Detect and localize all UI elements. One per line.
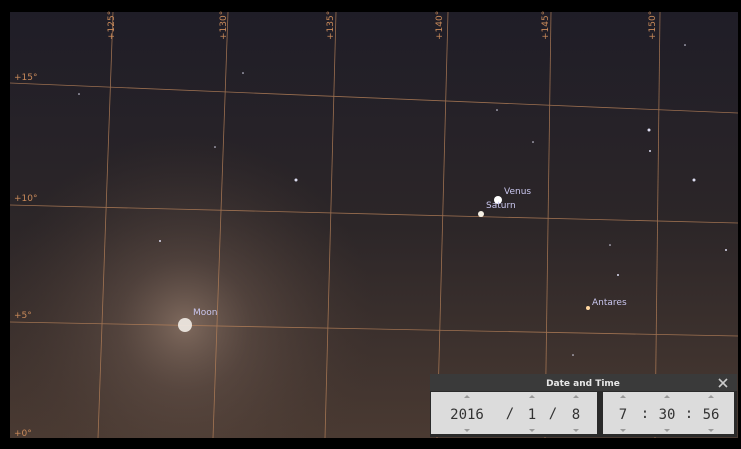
- meridian-label: +130°: [219, 11, 229, 40]
- second-field[interactable]: 56: [703, 407, 720, 423]
- separator: /: [506, 406, 514, 422]
- panel-title: Date and Time: [546, 379, 620, 389]
- star[interactable]: [609, 244, 611, 246]
- separator: /: [549, 406, 557, 422]
- star[interactable]: [496, 109, 498, 111]
- parallel-label: +10°: [14, 194, 38, 204]
- star[interactable]: [684, 44, 686, 46]
- moon[interactable]: [178, 318, 192, 332]
- minute-field[interactable]: 30: [659, 407, 676, 423]
- object-label: Venus: [504, 187, 531, 197]
- star[interactable]: [159, 240, 161, 242]
- object-label: Moon: [193, 308, 217, 318]
- object-label: Saturn: [486, 201, 516, 211]
- meridian-label: +125°: [107, 11, 117, 40]
- stellarium-view: +125° +130° +135° +140° +145° +150° +15°…: [0, 0, 741, 449]
- star[interactable]: [572, 354, 574, 356]
- parallel-label: +0°: [14, 429, 32, 439]
- parallel-label: +5°: [14, 311, 32, 321]
- star[interactable]: [214, 146, 216, 148]
- star[interactable]: [295, 179, 298, 182]
- star[interactable]: [78, 93, 80, 95]
- month-field[interactable]: 1: [528, 407, 536, 423]
- meridian-label: +150°: [648, 11, 658, 40]
- star[interactable]: [532, 141, 534, 143]
- object-label: Antares: [592, 298, 627, 308]
- separator: :: [685, 406, 693, 422]
- star[interactable]: [725, 249, 727, 251]
- star[interactable]: [242, 72, 244, 74]
- antares[interactable]: [586, 306, 590, 310]
- meridian-label: +135°: [326, 11, 336, 40]
- star[interactable]: [649, 150, 651, 152]
- day-field[interactable]: 8: [572, 407, 580, 423]
- separator: :: [641, 406, 649, 422]
- date-time-panel: Date and Time 2016 / 1 / 8 7 : 30 : 56: [430, 374, 737, 437]
- parallel-label: +15°: [14, 73, 38, 83]
- star[interactable]: [617, 274, 619, 276]
- star[interactable]: [648, 129, 651, 132]
- hour-field[interactable]: 7: [619, 407, 627, 423]
- year-field[interactable]: 2016: [450, 407, 484, 423]
- meridian-label: +145°: [541, 11, 551, 40]
- meridian-label: +140°: [435, 11, 445, 40]
- star[interactable]: [693, 179, 696, 182]
- saturn[interactable]: [478, 211, 484, 217]
